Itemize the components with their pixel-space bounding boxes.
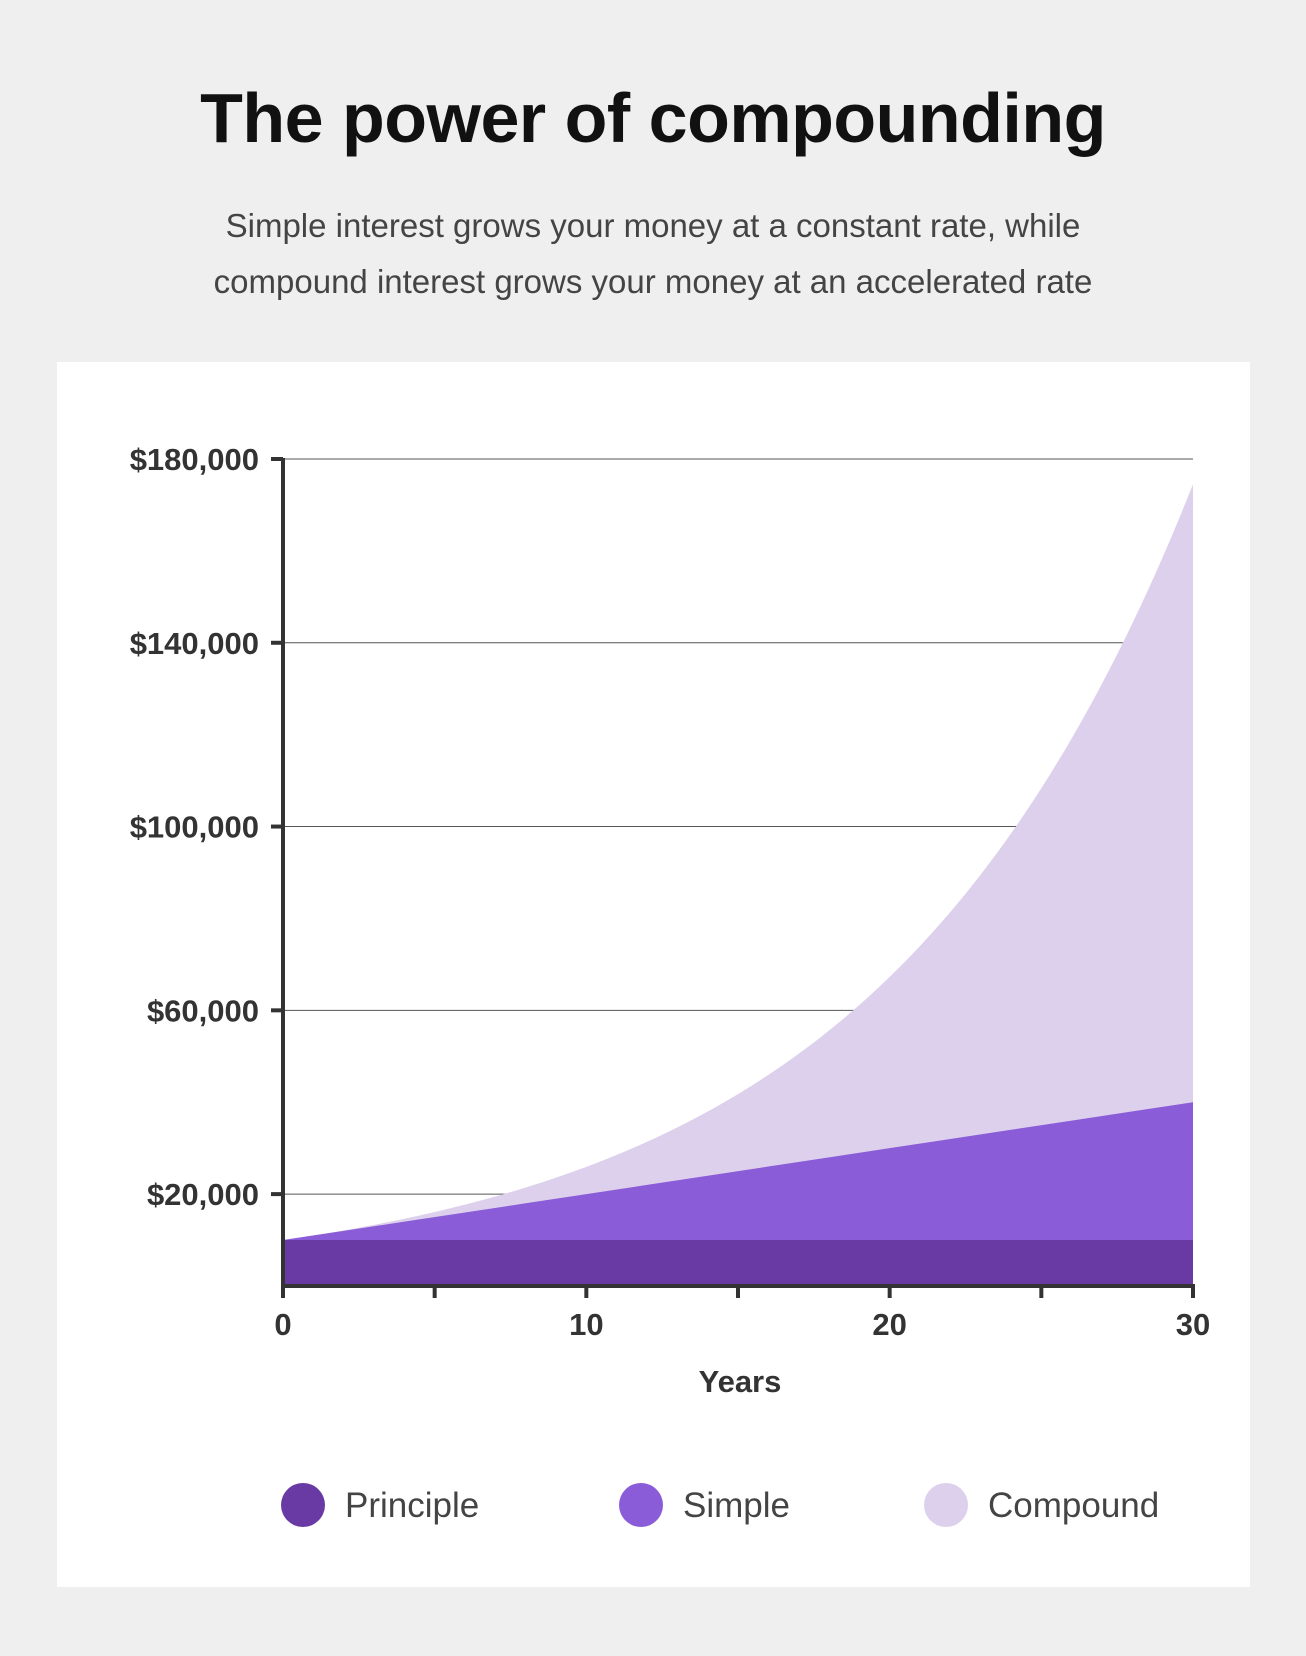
- y-tick-label: $140,000: [130, 626, 259, 661]
- x-tick-label: 30: [1176, 1307, 1210, 1342]
- y-tick-label: $20,000: [147, 1177, 259, 1212]
- x-tick-label: 20: [872, 1307, 906, 1342]
- subtitle-line-1: Simple interest grows your money at a co…: [225, 207, 1081, 244]
- y-tick-label: $100,000: [130, 810, 259, 845]
- x-tick-label: 10: [569, 1307, 603, 1342]
- legend-label-principle: Principle: [345, 1486, 479, 1525]
- area-principle: [283, 1240, 1193, 1286]
- legend-label-compound: Compound: [988, 1486, 1159, 1525]
- legend-label-simple: Simple: [683, 1486, 790, 1525]
- subtitle-line-2: compound interest grows your money at an…: [213, 263, 1093, 300]
- chart-subtitle: Simple interest grows your money at a co…: [100, 198, 1206, 310]
- x-tick-label: 0: [274, 1307, 291, 1342]
- area-compound: [283, 484, 1193, 1287]
- legend-swatch-simple: [619, 1483, 663, 1527]
- legend-swatch-compound: [924, 1483, 968, 1527]
- x-axis-label: Years: [699, 1364, 782, 1399]
- chart-title: The power of compounding: [200, 79, 1106, 157]
- y-tick-label: $60,000: [147, 993, 259, 1028]
- y-tick-label: $180,000: [130, 442, 259, 477]
- legend-swatch-principle: [281, 1483, 325, 1527]
